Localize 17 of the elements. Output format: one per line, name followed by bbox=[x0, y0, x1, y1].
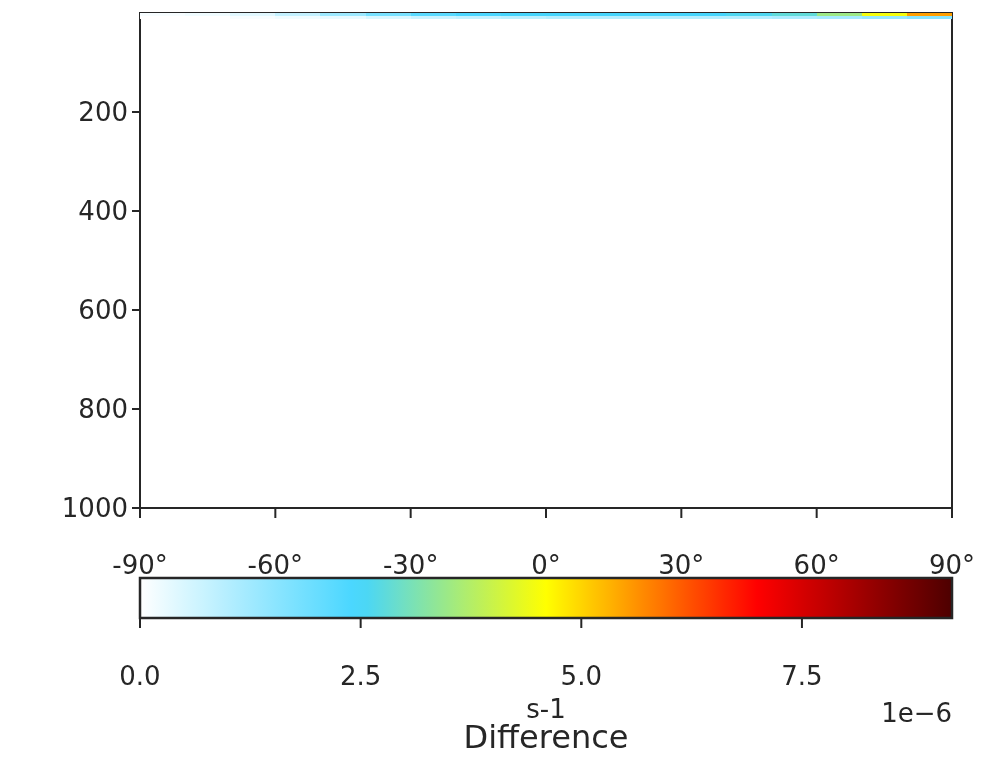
color-bar-label: 2.5 bbox=[339, 661, 382, 691]
y-tick-label: 800 bbox=[78, 394, 128, 425]
y-tick-label: 200 bbox=[78, 97, 128, 128]
x-tick-label: 30° bbox=[658, 550, 705, 580]
x-tick-label: 0° bbox=[531, 550, 561, 580]
color-bar-label: 5.0 bbox=[560, 661, 602, 691]
color-bar-label: 7.5 bbox=[781, 661, 823, 691]
x-tick-label: -90° bbox=[112, 550, 168, 580]
x-tick-label: -60° bbox=[247, 550, 304, 580]
y-tick-label: 1000 bbox=[61, 493, 128, 524]
x-tick-label: -30° bbox=[382, 550, 439, 580]
text: 1e−6 bbox=[881, 698, 952, 728]
y-tick-label: 600 bbox=[78, 295, 128, 326]
x-tick-label: 90° bbox=[928, 550, 976, 580]
y-tick-label: 400 bbox=[78, 196, 128, 227]
x-tick-label: 60° bbox=[793, 550, 840, 580]
color-bar-label: 0.0 bbox=[119, 661, 161, 691]
